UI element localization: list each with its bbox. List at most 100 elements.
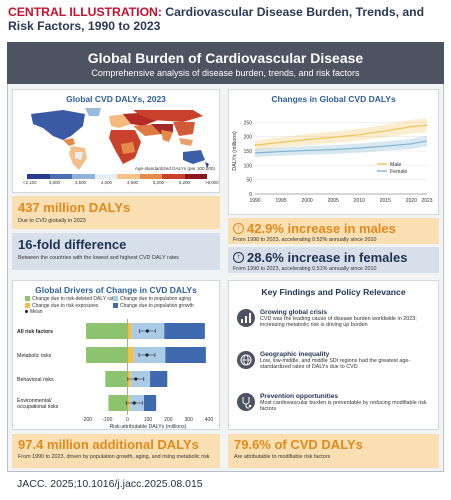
- colorbar-segment: [139, 174, 162, 179]
- finding-title: Growing global crisis: [260, 309, 328, 316]
- colorbar-label: Age-standardized DALYs (per 100,000): [134, 166, 215, 171]
- stat2-caption: Between the countries with the lowest an…: [18, 255, 180, 261]
- row-label: All risk factors: [17, 329, 53, 335]
- colorbar-segment: [162, 174, 185, 179]
- stat1-caption: Due to CVD globally in 2023: [18, 218, 86, 224]
- mean-point: [145, 353, 149, 357]
- legend-label: Change due to risk exposures: [32, 302, 99, 309]
- legend-label: Female: [390, 169, 407, 175]
- x-tick-label: 2023: [421, 198, 432, 204]
- stat5-caption: From 1990 to 2023, driven by population …: [18, 454, 210, 460]
- uncertainty-band: [255, 135, 427, 158]
- finding-desc: CVD was the leading cause of disease bur…: [260, 316, 417, 329]
- banner-title: Global Burden of Cardiovascular Disease: [87, 50, 364, 66]
- drivers-chart: All risk factors Metabolic risks Behaviora…: [17, 319, 214, 430]
- stat-female-increase: ↑ 28.6% increase in females From 1990 to…: [228, 247, 439, 273]
- bar-risk-deleted: [105, 371, 128, 387]
- stat-79pct: 79.6% of CVD DALYs Are attributable to m…: [228, 434, 439, 468]
- stat1-value: 437 million DALYs: [18, 200, 131, 215]
- legend-label: Change due to population aging: [120, 296, 191, 302]
- x-axis-label: Risk-attributable DALYs (millions): [110, 424, 187, 430]
- banner-subtitle: Comprehensive analysis of disease burden…: [91, 68, 360, 78]
- globe-icon: [237, 351, 255, 369]
- citation: JACC. 2025;10.1016/j.jacc.2025.08.015: [17, 478, 203, 490]
- x-tick-label: 1990: [249, 198, 260, 204]
- stat-16fold: 16-fold difference Between the countries…: [12, 233, 220, 270]
- stat4-value: 28.6% increase in females: [247, 250, 408, 265]
- colorbar-segment: [72, 174, 95, 179]
- finding-item: Prevention opportunities Most cardiovasc…: [237, 393, 433, 413]
- row-label: Behavioral risks: [17, 377, 54, 383]
- colorbar-tick-label: <2,100: [23, 180, 37, 185]
- y-tick-label: 150: [244, 149, 253, 155]
- findings-panel: Key Findings and Policy Relevance Growin…: [228, 280, 439, 430]
- bar-population-growth: [165, 347, 206, 363]
- findings-title: Key Findings and Policy Relevance: [261, 287, 406, 297]
- up-arrow-icon: ↑: [233, 223, 244, 234]
- colorbar-segment: [27, 174, 50, 179]
- drivers-title: Global Drivers of Change in CVD DALYs: [35, 285, 197, 295]
- finding-item: Geographic inequality Low, low-middle, a…: [237, 351, 433, 371]
- mean-point: [132, 401, 136, 405]
- colorbar-segment: [49, 174, 72, 179]
- x-tick-label: 2015: [380, 198, 391, 204]
- up-arrow-icon: ↑: [233, 252, 244, 263]
- finding-title: Geographic inequality: [260, 351, 330, 358]
- stat-437m: 437 million DALYs Due to CVD globally in…: [12, 196, 220, 229]
- x-tick-label: 200: [164, 417, 173, 423]
- colorbar-segment: [117, 174, 140, 179]
- y-tick-label: 200: [244, 135, 253, 141]
- y-axis-label: DALYs (millions): [232, 131, 238, 171]
- bar-risk-deleted: [86, 347, 128, 363]
- legend-swatch: [113, 296, 118, 302]
- finding-desc: Low, low-middle, and middle SDI regions …: [260, 358, 411, 371]
- stat6-value: 79.6% of CVD DALYs: [234, 437, 363, 452]
- legend-item: Change due to population growth: [113, 303, 194, 309]
- colorbar-tick-label: 4,600: [127, 180, 138, 185]
- stat5-value: 97.4 million additional DALYs: [18, 437, 199, 452]
- legend-label: Mean: [30, 309, 43, 315]
- stat4-caption: From 1990 to 2023, accelerating 0.51% an…: [233, 266, 377, 272]
- series-line: [254, 140, 428, 154]
- colorbar-tick-label: 5,200: [153, 180, 164, 185]
- finding-title: Prevention opportunities: [260, 393, 339, 400]
- y-tick-label: 250: [244, 120, 253, 126]
- colorbar-tick-label: 3,500: [75, 180, 86, 185]
- colorbar-tick-label: 3,000: [49, 180, 60, 185]
- colorbar-segment: [94, 174, 117, 179]
- bar-population-growth: [164, 323, 205, 339]
- x-tick-label: 0: [126, 417, 129, 423]
- banner: Global Burden of Cardiovascular Disease …: [7, 42, 444, 84]
- bar-population-growth: [150, 371, 168, 387]
- stat-97m: 97.4 million additional DALYs From 1990 …: [12, 434, 220, 468]
- colorbar-tick-label: 4,000: [101, 180, 112, 185]
- colorbar: [27, 174, 207, 179]
- x-tick-label: -100: [102, 417, 112, 423]
- bar-risk-exposure: [127, 323, 132, 339]
- legend-swatch: [25, 296, 30, 302]
- x-tick-label: 300: [184, 417, 193, 423]
- y-tick-label: 100: [244, 163, 253, 169]
- colorbar-ticks: <2,100 3,000 3,500 4,000 4,600 5,200 6,200 >8,0…: [19, 180, 219, 187]
- y-tick-label: 0: [249, 192, 252, 198]
- finding-desc: Most cardiovascular burden is preventabl…: [260, 400, 427, 413]
- series-line: [254, 124, 428, 146]
- trend-title: Changes in Global CVD DALYs: [271, 94, 396, 104]
- x-tick-label: 2000: [302, 198, 313, 204]
- y-tick-label: 50: [246, 178, 252, 184]
- bar-chart-icon: [237, 309, 255, 327]
- x-tick-label: 1995: [275, 198, 286, 204]
- stethoscope-icon: [237, 393, 255, 411]
- finding-item: Growing global crisis CVD was the leadin…: [237, 309, 433, 329]
- bar-risk-deleted: [86, 323, 128, 339]
- x-tick-label: 400: [205, 417, 214, 423]
- map-title: Global CVD DALYs, 2023: [66, 94, 166, 104]
- legend-item: Mean: [25, 309, 43, 315]
- uncertainty-band: [255, 118, 427, 151]
- legend-label: Male: [390, 162, 401, 168]
- trend-chart: 0 50 100 150 200 250 1990 1995 2000 2005 2010 2015 2…: [232, 118, 433, 204]
- stat2-value: 16-fold difference: [18, 237, 127, 252]
- legend-item: Change due to risk-deleted DALY rate: [25, 296, 116, 302]
- header-title-text: Cardiovascular Disease Burden, Trends, a…: [8, 5, 425, 33]
- trend-panel: Changes in Global CVD DALYs 0 50 100 150 200…: [228, 89, 439, 215]
